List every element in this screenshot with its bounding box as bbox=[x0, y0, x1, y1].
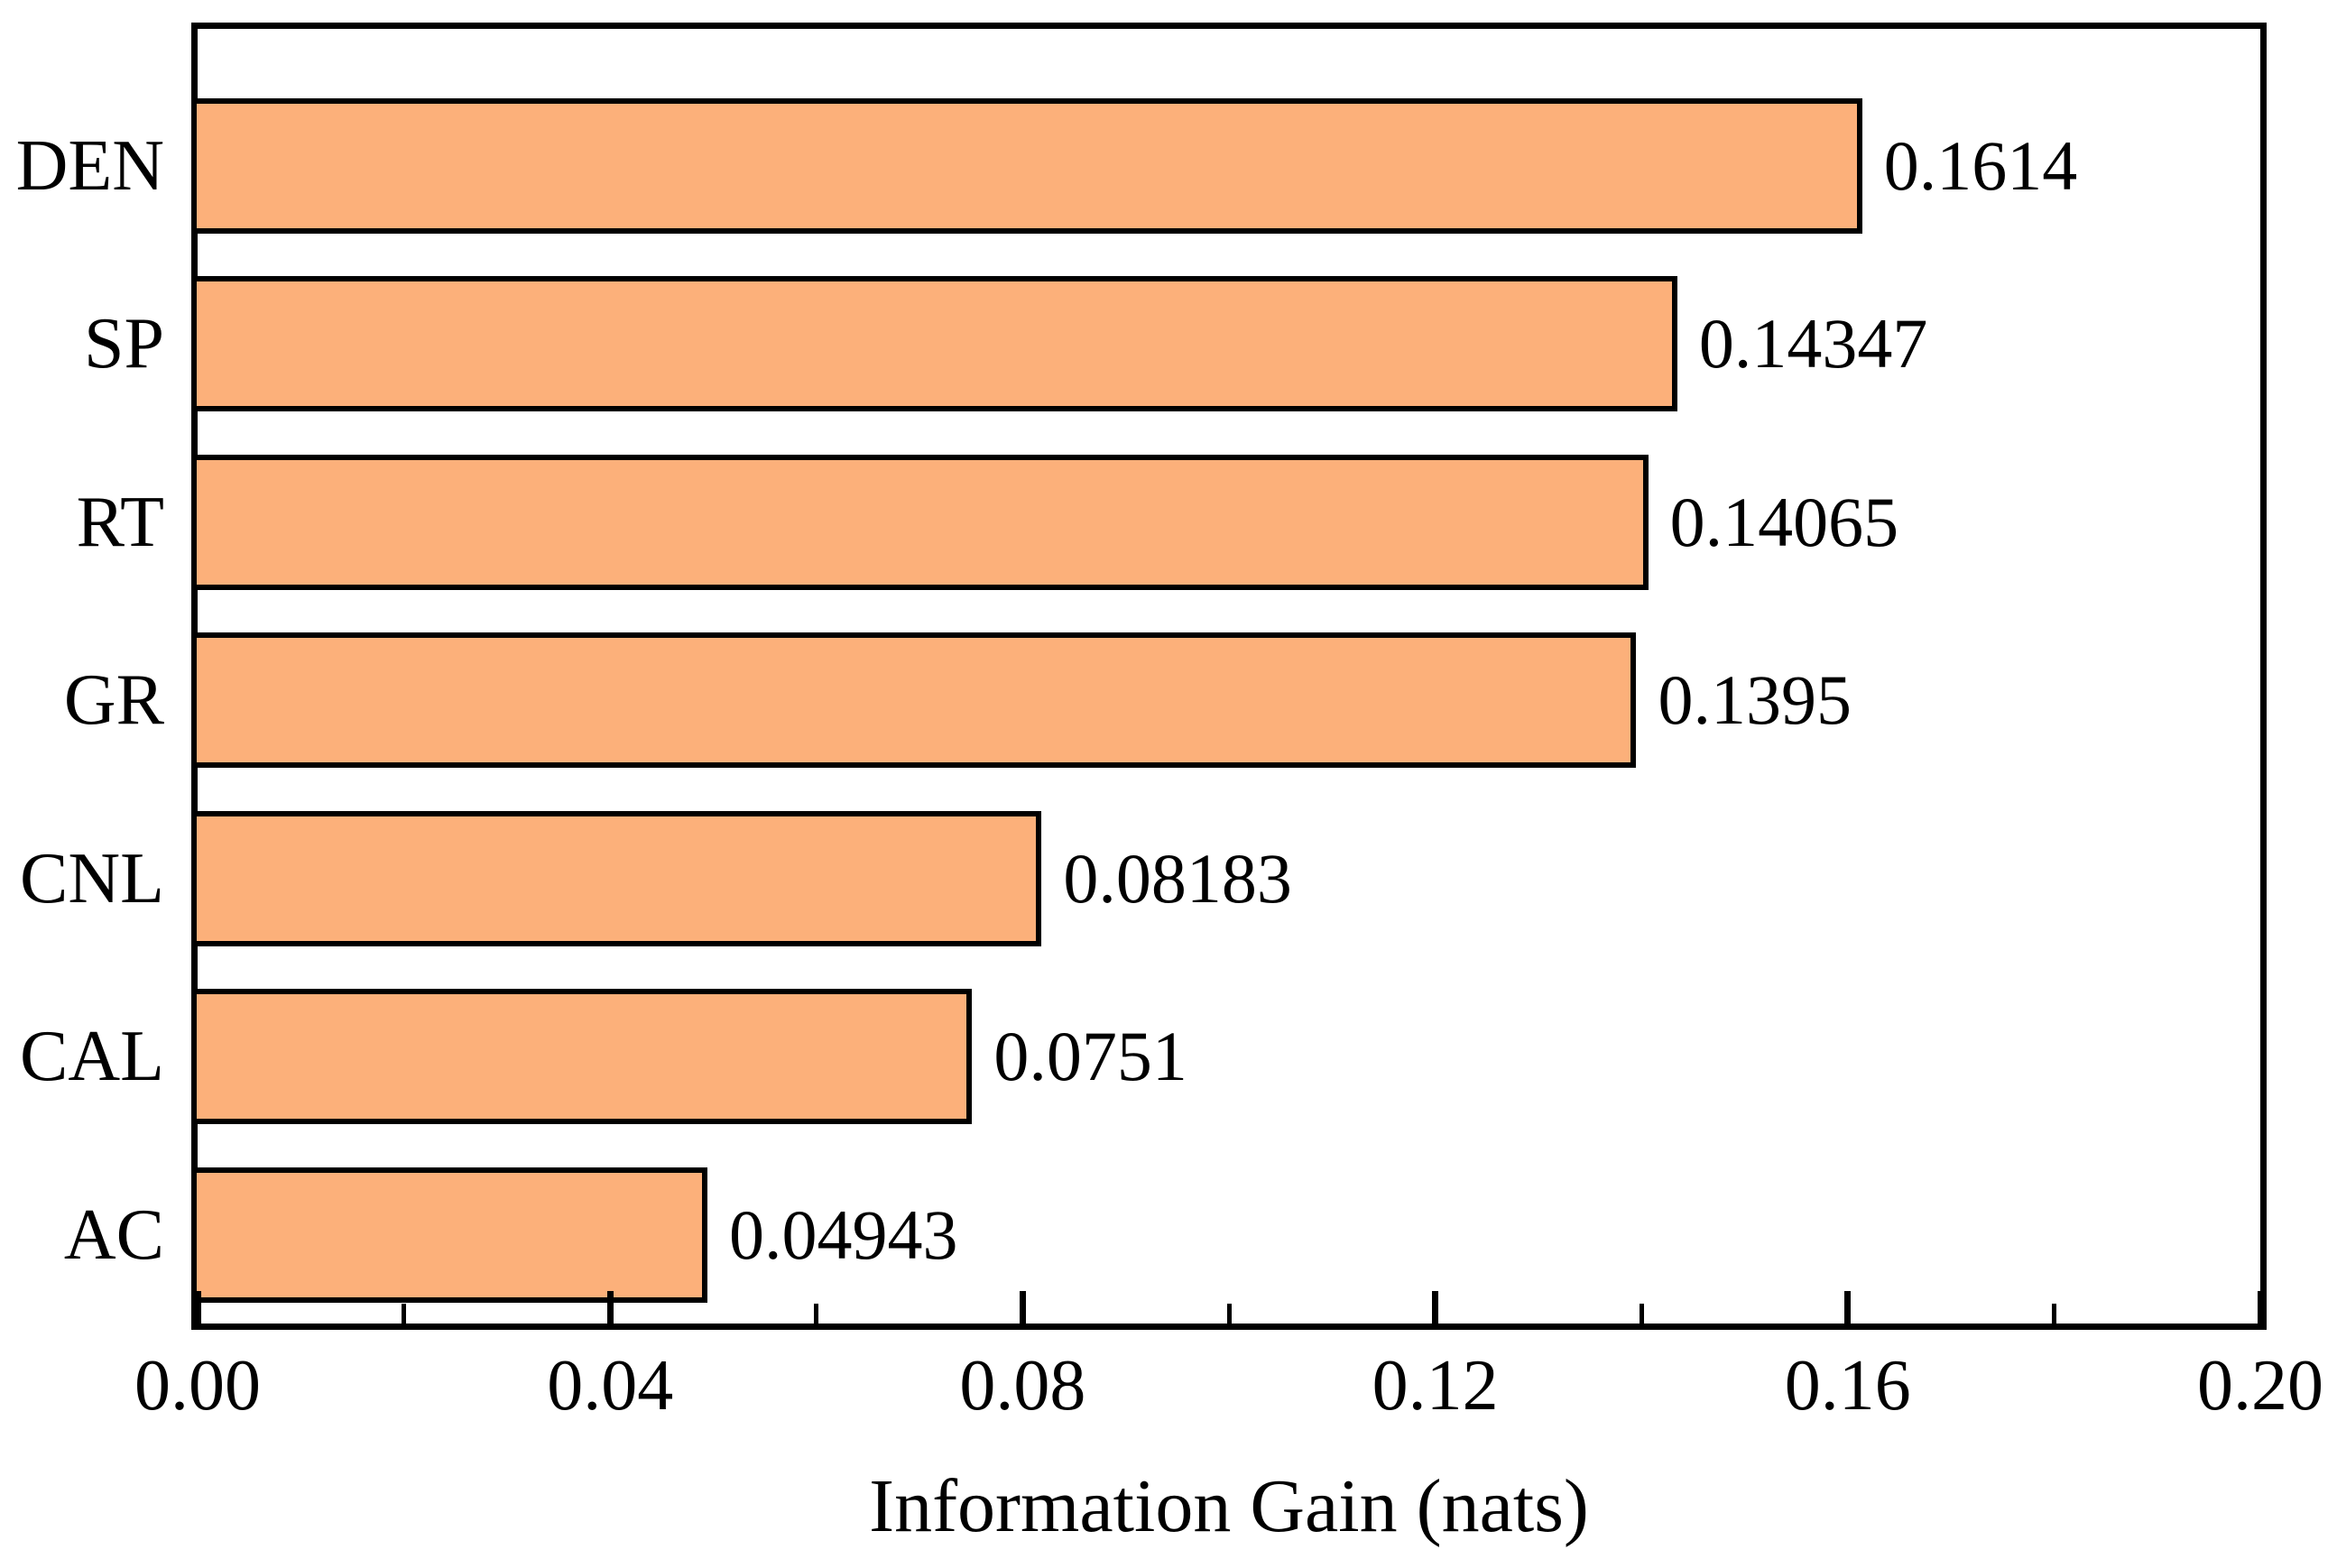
y-tick-label-cnl: CNL bbox=[20, 838, 164, 918]
x-minor-tick bbox=[402, 1304, 407, 1324]
value-label-cnl: 0.08183 bbox=[1063, 838, 1292, 918]
bar-rt bbox=[191, 454, 1649, 590]
x-major-tick bbox=[194, 1291, 201, 1324]
x-minor-tick bbox=[2051, 1304, 2056, 1324]
x-major-tick bbox=[606, 1291, 614, 1324]
value-label-rt: 0.14065 bbox=[1669, 482, 1899, 561]
y-tick-label-rt: RT bbox=[76, 482, 164, 562]
x-tick-label-0.00: 0.00 bbox=[134, 1346, 261, 1425]
bar-sp bbox=[191, 276, 1677, 412]
x-tick-label-0.08: 0.08 bbox=[959, 1346, 1086, 1425]
y-tick-label-gr: GR bbox=[63, 660, 164, 741]
y-tick-label-sp: SP bbox=[84, 304, 164, 384]
value-label-cal: 0.0751 bbox=[993, 1017, 1187, 1096]
x-axis-title: Information Gain (nats) bbox=[869, 1464, 1589, 1548]
x-axis-tick-labels: 0.00 0.04 0.08 0.12 0.16 0.20 bbox=[134, 1346, 2323, 1449]
x-minor-tick bbox=[1639, 1304, 1644, 1324]
value-label-sp: 0.14347 bbox=[1698, 304, 1928, 383]
x-tick-label-0.12: 0.12 bbox=[1372, 1346, 1499, 1425]
y-tick-label-ac: AC bbox=[63, 1194, 164, 1275]
bar-cnl bbox=[191, 810, 1042, 946]
bar-den bbox=[191, 97, 1862, 234]
x-major-tick bbox=[1844, 1291, 1852, 1324]
plot-frame: 0.1614 0.14347 0.14065 0.1395 0.08183 0.0751 0… bbox=[191, 29, 2264, 1324]
x-tick-label-0.04: 0.04 bbox=[547, 1346, 674, 1425]
x-minor-tick bbox=[1226, 1304, 1232, 1324]
value-label-ac: 0.04943 bbox=[728, 1194, 958, 1274]
bar-cal bbox=[191, 989, 973, 1125]
value-label-den: 0.1614 bbox=[1883, 125, 2078, 205]
bar-ac bbox=[191, 1167, 707, 1303]
y-tick-label-den: DEN bbox=[15, 125, 164, 206]
x-tick-label-0.20: 0.20 bbox=[2197, 1346, 2323, 1425]
value-label-gr: 0.1395 bbox=[1658, 660, 1852, 740]
plot-area: 0.1614 0.14347 0.14065 0.1395 0.08183 0.0751 0… bbox=[191, 23, 2267, 1330]
y-tick-label-cal: CAL bbox=[20, 1017, 164, 1097]
x-major-tick bbox=[1019, 1291, 1026, 1324]
x-major-tick bbox=[1432, 1291, 1439, 1324]
x-tick-label-0.16: 0.16 bbox=[1784, 1346, 1911, 1425]
y-axis-category-labels: DEN SP RT GR CNL CAL AC bbox=[0, 29, 164, 1324]
x-minor-tick bbox=[814, 1304, 819, 1324]
x-major-tick bbox=[2257, 1291, 2264, 1324]
bar-gr bbox=[191, 632, 1637, 769]
